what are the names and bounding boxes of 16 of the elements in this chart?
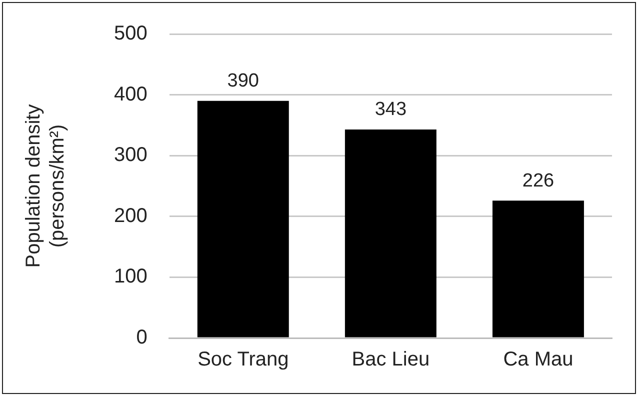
bar — [344, 129, 436, 338]
y-tick-label: 300 — [114, 144, 148, 166]
data-label: 226 — [522, 170, 554, 192]
y-tick-label: 0 — [136, 326, 148, 349]
data-label: 343 — [374, 99, 407, 120]
bar — [197, 100, 289, 338]
x-tick-label: Ca Mau — [503, 348, 574, 371]
x-tick-label: Bac Lieu — [352, 348, 430, 371]
data-label: 390 — [227, 70, 259, 92]
y-tick-label: 400 — [114, 83, 148, 106]
bar — [492, 200, 584, 338]
y-tick-label: 200 — [114, 204, 148, 227]
y-tick-label: 100 — [114, 266, 148, 288]
y-tick-label: 500 — [114, 22, 148, 45]
y-axis-title: Population density (persons/km²) — [22, 104, 69, 268]
x-tick-label: Soc Trang — [198, 348, 289, 371]
